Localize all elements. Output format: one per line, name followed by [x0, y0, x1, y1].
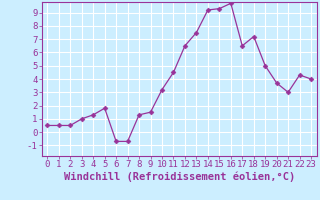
X-axis label: Windchill (Refroidissement éolien,°C): Windchill (Refroidissement éolien,°C)	[64, 172, 295, 182]
